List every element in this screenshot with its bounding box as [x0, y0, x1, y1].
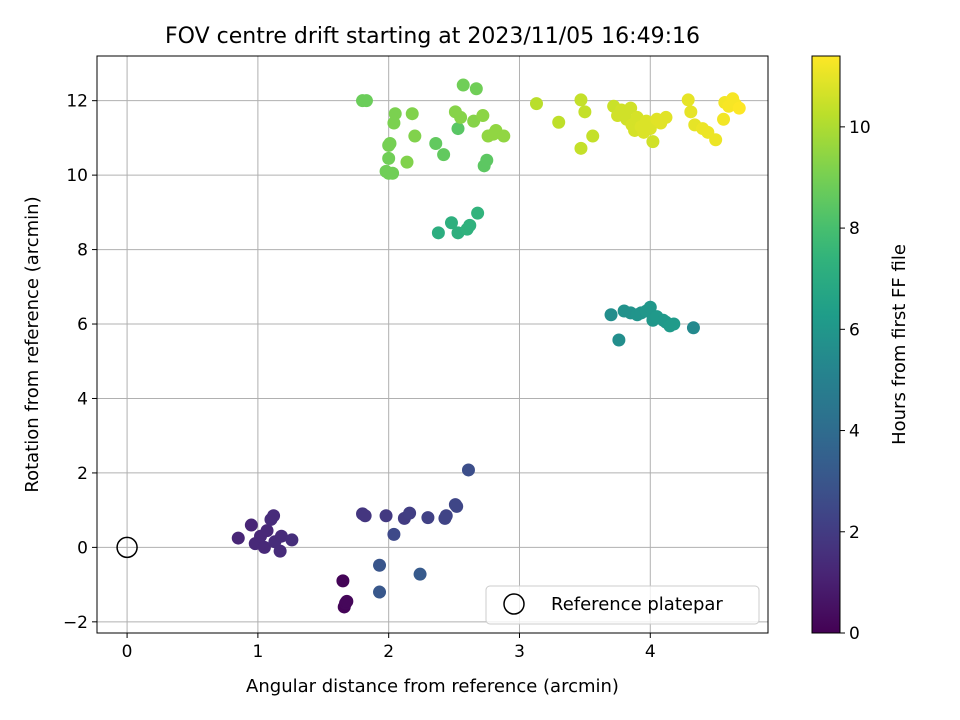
data-point	[450, 499, 464, 513]
x-tick-label: 3	[514, 642, 525, 662]
data-point	[709, 133, 723, 147]
y-tick-label: 10	[66, 166, 88, 186]
data-point	[586, 129, 600, 143]
data-point	[578, 105, 592, 119]
colorbar-gradient	[811, 55, 841, 634]
y-tick-label: 0	[77, 538, 88, 558]
data-point	[461, 463, 475, 477]
data-point	[437, 148, 451, 162]
colorbar: 0 2 4 6 8 10	[811, 55, 871, 644]
data-point	[469, 82, 483, 96]
reference-point	[116, 536, 138, 559]
plot-frame	[96, 55, 769, 634]
data-point	[552, 115, 566, 129]
data-point	[336, 574, 350, 588]
data-point	[388, 107, 402, 121]
data-point	[717, 112, 731, 126]
data-point	[476, 109, 490, 123]
y-tick-label: 12	[66, 92, 88, 112]
y-tick-label: −2	[63, 613, 88, 633]
y-tick-label: 8	[77, 241, 88, 261]
data-point	[667, 317, 681, 331]
data-point	[454, 110, 468, 124]
data-point	[574, 93, 588, 107]
y-axis-ticks: −2 0 2 4 6 8 10 12	[63, 92, 97, 633]
colorbar-tick-label: 10	[849, 118, 871, 138]
data-point	[439, 509, 453, 523]
data-point	[387, 527, 401, 541]
data-point	[359, 94, 373, 108]
data-point	[659, 110, 673, 124]
y-tick-label: 6	[77, 315, 88, 335]
colorbar-tick-label: 6	[849, 320, 860, 340]
data-point	[383, 136, 397, 150]
data-point	[267, 509, 281, 523]
data-point	[400, 155, 414, 169]
data-point	[456, 78, 470, 92]
data-points	[231, 78, 746, 614]
data-point	[408, 129, 422, 143]
data-point	[480, 153, 494, 167]
data-point	[686, 321, 700, 335]
data-point	[497, 129, 511, 143]
data-point	[429, 136, 443, 150]
chart-title: FOV centre drift starting at 2023/11/05 …	[165, 24, 700, 49]
colorbar-tick-label: 2	[849, 523, 860, 543]
legend-label: Reference platepar	[551, 594, 723, 615]
data-point	[413, 567, 427, 581]
data-point	[612, 333, 626, 347]
data-point	[231, 531, 245, 545]
data-point	[382, 151, 396, 165]
legend-marker-open-circle	[503, 593, 525, 615]
data-point	[643, 122, 657, 136]
data-point	[403, 506, 417, 520]
data-point	[373, 558, 387, 572]
data-point	[451, 122, 465, 136]
colorbar-tick-label: 0	[849, 624, 860, 644]
y-tick-label: 2	[77, 464, 88, 484]
data-point	[574, 141, 588, 155]
data-point	[260, 524, 274, 538]
data-point	[681, 93, 695, 107]
legend-box	[485, 585, 760, 625]
data-point	[405, 107, 419, 121]
colorbar-label: Hours from first FF file	[889, 244, 910, 445]
x-tick-label: 0	[122, 642, 133, 662]
data-point	[421, 511, 435, 525]
data-point	[604, 308, 618, 322]
x-tick-label: 4	[645, 642, 656, 662]
data-point	[244, 518, 258, 532]
colorbar-tick-label: 8	[849, 219, 860, 239]
data-point	[379, 509, 393, 523]
x-axis-label: Angular distance from reference (arcmin)	[246, 676, 619, 697]
x-tick-label: 2	[383, 642, 394, 662]
colorbar-tick-label: 4	[849, 422, 860, 442]
data-point	[732, 101, 746, 115]
data-point	[340, 594, 354, 608]
y-axis-label: Rotation from reference (arcmin)	[22, 196, 43, 492]
legend: Reference platepar	[485, 585, 760, 625]
data-point	[274, 529, 288, 543]
data-point	[273, 544, 287, 558]
y-tick-label: 4	[77, 389, 88, 409]
data-point	[463, 218, 477, 232]
x-tick-label: 1	[252, 642, 263, 662]
x-axis-ticks: 0 1 2 3 4	[122, 633, 656, 662]
data-point	[358, 509, 372, 523]
reference-marker	[116, 536, 138, 559]
data-point	[684, 105, 698, 119]
data-point	[257, 540, 271, 554]
data-point	[624, 101, 638, 115]
data-point	[373, 585, 387, 599]
data-point	[386, 166, 400, 180]
data-point	[431, 226, 445, 240]
data-point	[646, 135, 660, 149]
data-point	[444, 216, 458, 230]
data-point	[643, 300, 657, 314]
data-point	[285, 533, 299, 547]
data-point	[471, 206, 485, 220]
data-point	[529, 97, 543, 111]
